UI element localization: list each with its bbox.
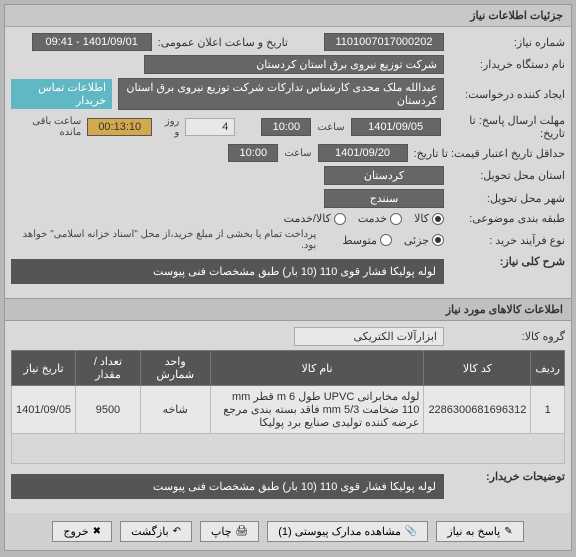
reply-label: پاسخ به نیاز [447,525,500,538]
label-deadline: مهلت ارسال پاسخ: تا تاریخ: [447,114,565,140]
category-radio-group: کالا خدمت کالا/خدمت [284,212,444,225]
label-announce: تاریخ و ساعت اعلان عمومی: [158,36,288,49]
days-left: 4 [185,118,235,136]
attachment-icon: 📎 [405,526,417,537]
radio-goods-dot [432,213,444,225]
cell-unit: شاخه [140,386,210,434]
label-buyer-org: نام دستگاه خریدار: [450,58,565,71]
th-qty: تعداد / مقدار [76,351,141,386]
radio-goods[interactable]: کالا [414,212,444,225]
radio-both-label: کالا/خدمت [284,212,331,225]
label-buyer-notes: توضیحات خریدار: [450,470,565,483]
radio-service[interactable]: خدمت [358,212,402,225]
back-button[interactable]: ↶ بازگشت [120,521,192,542]
deadline-time: 10:00 [261,118,311,136]
province-value: کردستان [324,166,444,185]
label-categorize: طبقه بندی موضوعی: [450,212,565,225]
radio-goods-label: کالا [414,212,429,225]
reply-icon: ✎ [504,526,512,537]
deadline-date: 1401/09/05 [351,118,441,136]
radio-medium-label: متوسط [342,234,377,247]
radio-medium-dot [380,234,392,246]
goods-group-value: ابزارآلات الکتریکی [294,327,444,346]
th-date: تاریخ نیاز [12,351,76,386]
back-label: بازگشت [131,525,169,538]
goods-table: ردیف کد کالا نام کالا واحد شمارش تعداد /… [11,350,565,464]
form-body: شماره نیاز: 1101007017000202 تاریخ و ساع… [5,27,571,298]
back-icon: ↶ [173,526,181,537]
th-code: کد کالا [424,351,531,386]
cell-date: 1401/09/05 [12,386,76,434]
details-panel: جزئیات اطلاعات نیاز شماره نیاز: 11010070… [4,4,572,551]
print-button[interactable]: 🖨 چاپ [200,521,259,542]
th-unit: واحد شمارش [140,351,210,386]
radio-both[interactable]: کالا/خدمت [284,212,346,225]
cell-row: 1 [531,386,565,434]
radio-medium[interactable]: متوسط [342,234,392,247]
label-remaining: ساعت باقی مانده [11,116,81,138]
table-row[interactable]: 1 2286300681696312 لوله مخابراتی UPVC طو… [12,386,565,434]
validity-date: 1401/09/20 [318,144,408,162]
radio-both-dot [334,213,346,225]
payment-note: پرداخت تمام یا بخشی از مبلغ خرید،از محل … [11,229,316,251]
city-value: سنندج [324,189,444,208]
label-need-desc: شرح کلی نیاز: [450,255,565,268]
radio-partial[interactable]: جزئی [404,234,444,247]
label-validity: حداقل تاریخ اعتبار قیمت: تا تاریخ: [414,147,565,160]
goods-sub-header: اطلاعات کالاهای مورد نیاز [5,298,571,321]
th-row: ردیف [531,351,565,386]
buyer-org-value: شرکت توزیع نیروی برق استان کردستان [144,55,444,74]
need-desc-value: لوله پولیکا فشار قوی 110 (10 بار) طبق مش… [11,259,444,284]
cell-code: 2286300681696312 [424,386,531,434]
announce-date-value: 1401/09/01 - 09:41 [32,33,152,51]
button-bar: ✎ پاسخ به نیاز 📎 مشاهده مدارک پیوستی (1)… [5,513,571,550]
th-name: نام کالا [210,351,424,386]
exit-label: خروج [63,525,88,538]
label-goods-group: گروه کالا: [450,330,565,343]
requester-value: عبدالله ملک مجدی کارشناس تدارکات شرکت تو… [118,78,444,110]
label-time2: ساعت [284,148,311,159]
label-requester: ایجاد کننده درخواست: [450,88,565,101]
cell-qty: 9500 [76,386,141,434]
label-city: شهر محل تحویل: [450,192,565,205]
table-empty-row [12,434,565,464]
exit-button[interactable]: ✖ خروج [52,521,112,542]
need-no-value: 1101007017000202 [324,33,444,51]
label-need-no: شماره نیاز: [450,36,565,49]
exit-icon: ✖ [93,526,101,537]
label-days: روز و [158,116,179,138]
radio-service-dot [390,213,402,225]
time-left: 00:13:10 [87,118,152,136]
label-province: استان محل تحویل: [450,169,565,182]
radio-partial-dot [432,234,444,246]
radio-partial-label: جزئی [404,234,429,247]
buyer-notes-value: لوله پولیکا فشار قوی 110 (10 بار) طبق مش… [11,474,444,499]
radio-service-label: خدمت [358,212,387,225]
label-process: نوع فرآیند خرید : [450,234,565,247]
cell-name: لوله مخابراتی UPVC طول m 6 قطر mm 110 ضخ… [210,386,424,434]
reply-button[interactable]: ✎ پاسخ به نیاز [436,521,523,542]
validity-time: 10:00 [228,144,278,162]
panel-title: جزئیات اطلاعات نیاز [5,5,571,27]
print-icon: 🖨 [236,526,249,537]
attachments-label: مشاهده مدارک پیوستی (1) [278,525,401,538]
attachments-button[interactable]: 📎 مشاهده مدارک پیوستی (1) [267,521,428,542]
process-radio-group: جزئی متوسط [342,234,444,247]
contact-info-badge[interactable]: اطلاعات تماس خریدار [11,79,112,109]
label-time1: ساعت [317,122,344,133]
print-label: چاپ [211,525,232,538]
